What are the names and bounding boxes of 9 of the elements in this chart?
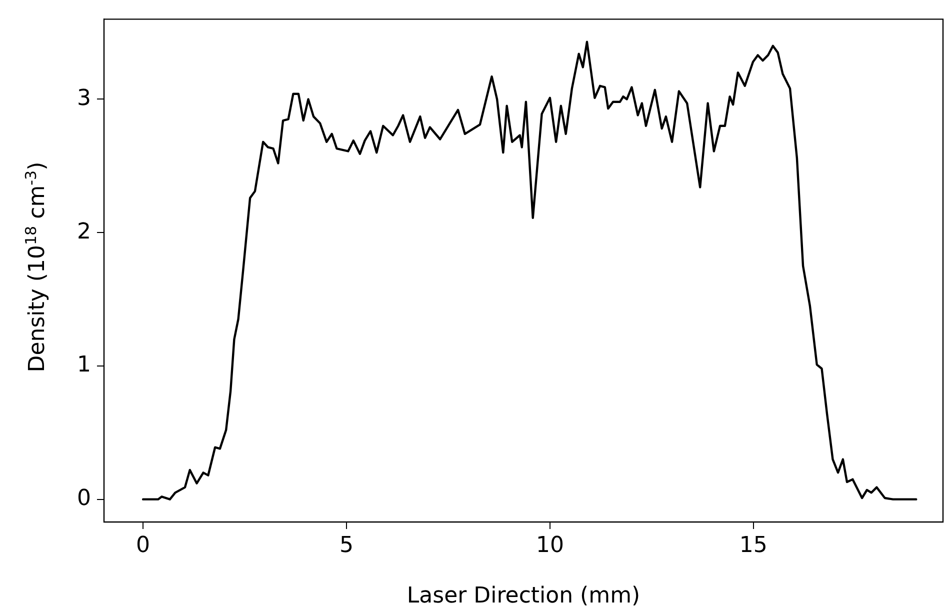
x-tick-label: 15 xyxy=(739,532,768,558)
x-tick-label: 0 xyxy=(136,532,150,558)
x-axis-title: Laser Direction (mm) xyxy=(406,584,640,609)
x-tick-label: 5 xyxy=(340,532,354,558)
x-tick-label: 10 xyxy=(536,532,564,558)
y-tick-label: 3 xyxy=(77,86,91,111)
y-tick-label: 1 xyxy=(77,352,91,378)
y-tick-label: 2 xyxy=(77,219,91,244)
y-tick-label: 0 xyxy=(77,486,91,512)
